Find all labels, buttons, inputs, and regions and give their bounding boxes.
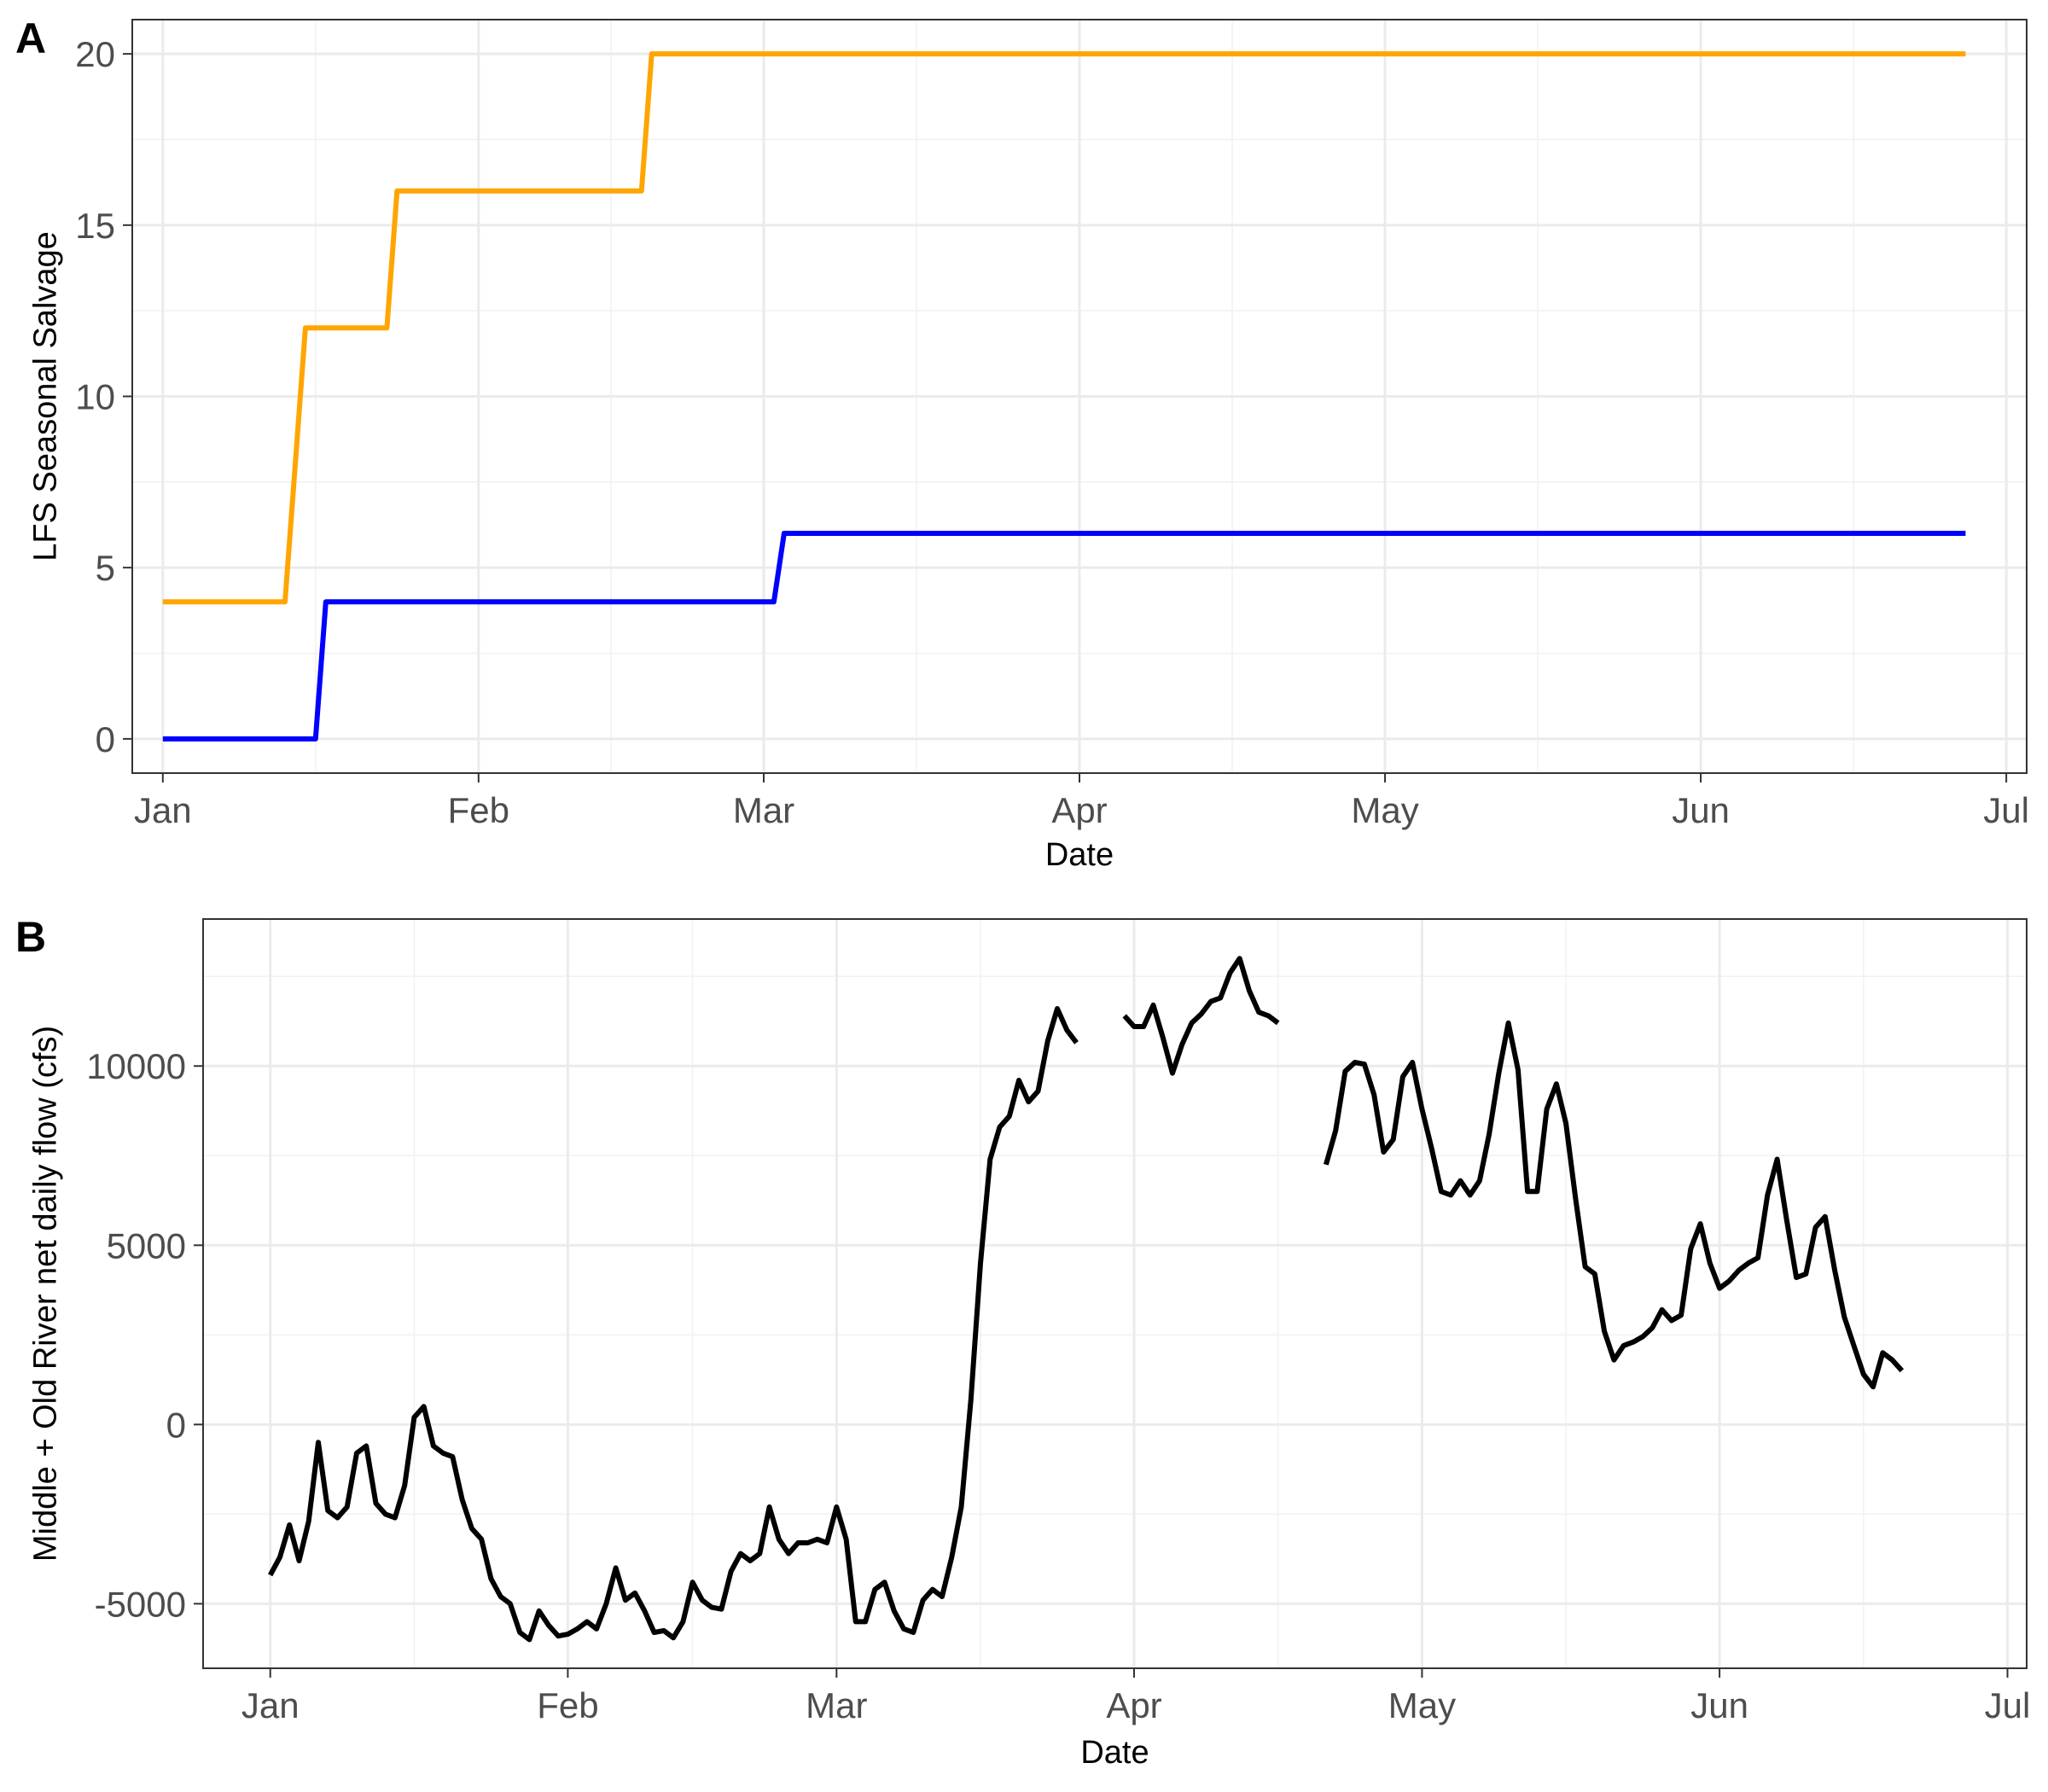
panel-b-tag: B bbox=[15, 913, 46, 961]
x-tick-label: May bbox=[1351, 790, 1418, 830]
y-tick-label: 10000 bbox=[86, 1046, 186, 1086]
x-tick-label: Jan bbox=[241, 1685, 300, 1725]
panel-b-x-axis: Jan Feb Mar Apr May Jun Jul bbox=[241, 1668, 2030, 1725]
x-tick-label: Feb bbox=[448, 790, 509, 830]
panel-b-x-axis-title: Date bbox=[1080, 1735, 1149, 1771]
series-line-0-segment-1 bbox=[1122, 956, 1280, 1076]
x-tick-label: May bbox=[1388, 1685, 1456, 1725]
y-tick-label: 10 bbox=[75, 377, 115, 417]
x-tick-label: Feb bbox=[537, 1685, 598, 1725]
x-tick-label: Mar bbox=[806, 1685, 867, 1725]
panel-b-frame bbox=[202, 918, 2028, 1669]
x-tick-label: Jun bbox=[1672, 790, 1730, 830]
panel-a-tag: A bbox=[15, 15, 46, 62]
x-tick-label: Jul bbox=[1985, 1685, 2031, 1725]
series-line-1 bbox=[162, 531, 1966, 742]
panel-b-y-axis-title: Middle + Old River net daily flow (cfs) bbox=[27, 1026, 63, 1562]
panel-a-series bbox=[162, 51, 1966, 742]
x-tick-label: Jan bbox=[134, 790, 192, 830]
x-tick-label: Apr bbox=[1051, 790, 1107, 830]
panel-a-x-axis: Jan Feb Mar Apr May Jun Jul bbox=[134, 773, 2029, 830]
y-tick-label: 20 bbox=[75, 34, 115, 74]
panel-b-grid bbox=[203, 919, 2027, 1668]
series-line-0-segment-2 bbox=[1324, 1020, 1905, 1390]
y-tick-label: 0 bbox=[96, 719, 115, 759]
panel-a-grid bbox=[132, 20, 2027, 773]
y-tick-label: 5 bbox=[96, 548, 115, 588]
panel-b-y-axis: -5000 0 5000 10000 bbox=[86, 1046, 203, 1624]
x-tick-label: Jul bbox=[1983, 790, 2029, 830]
series-line-0 bbox=[162, 51, 1966, 605]
panel-a-x-axis-title: Date bbox=[1045, 837, 1114, 873]
panel-a-y-axis-title: LFS Seasonal Salvage bbox=[27, 231, 63, 561]
x-tick-label: Apr bbox=[1106, 1685, 1161, 1725]
panel-a: 0 5 10 15 20 Jan Feb Mar Apr May Jun Jul A Date LF… bbox=[15, 15, 2029, 873]
y-tick-label: 5000 bbox=[107, 1225, 186, 1265]
series-line-0-segment-0 bbox=[268, 1006, 1079, 1643]
x-tick-label: Mar bbox=[733, 790, 794, 830]
y-tick-label: 0 bbox=[166, 1405, 186, 1445]
y-tick-label: 15 bbox=[75, 206, 115, 246]
panel-b-series bbox=[268, 956, 1905, 1643]
x-tick-label: Jun bbox=[1690, 1685, 1748, 1725]
panel-a-y-axis: 0 5 10 15 20 bbox=[75, 34, 132, 759]
y-tick-label: -5000 bbox=[95, 1584, 186, 1624]
